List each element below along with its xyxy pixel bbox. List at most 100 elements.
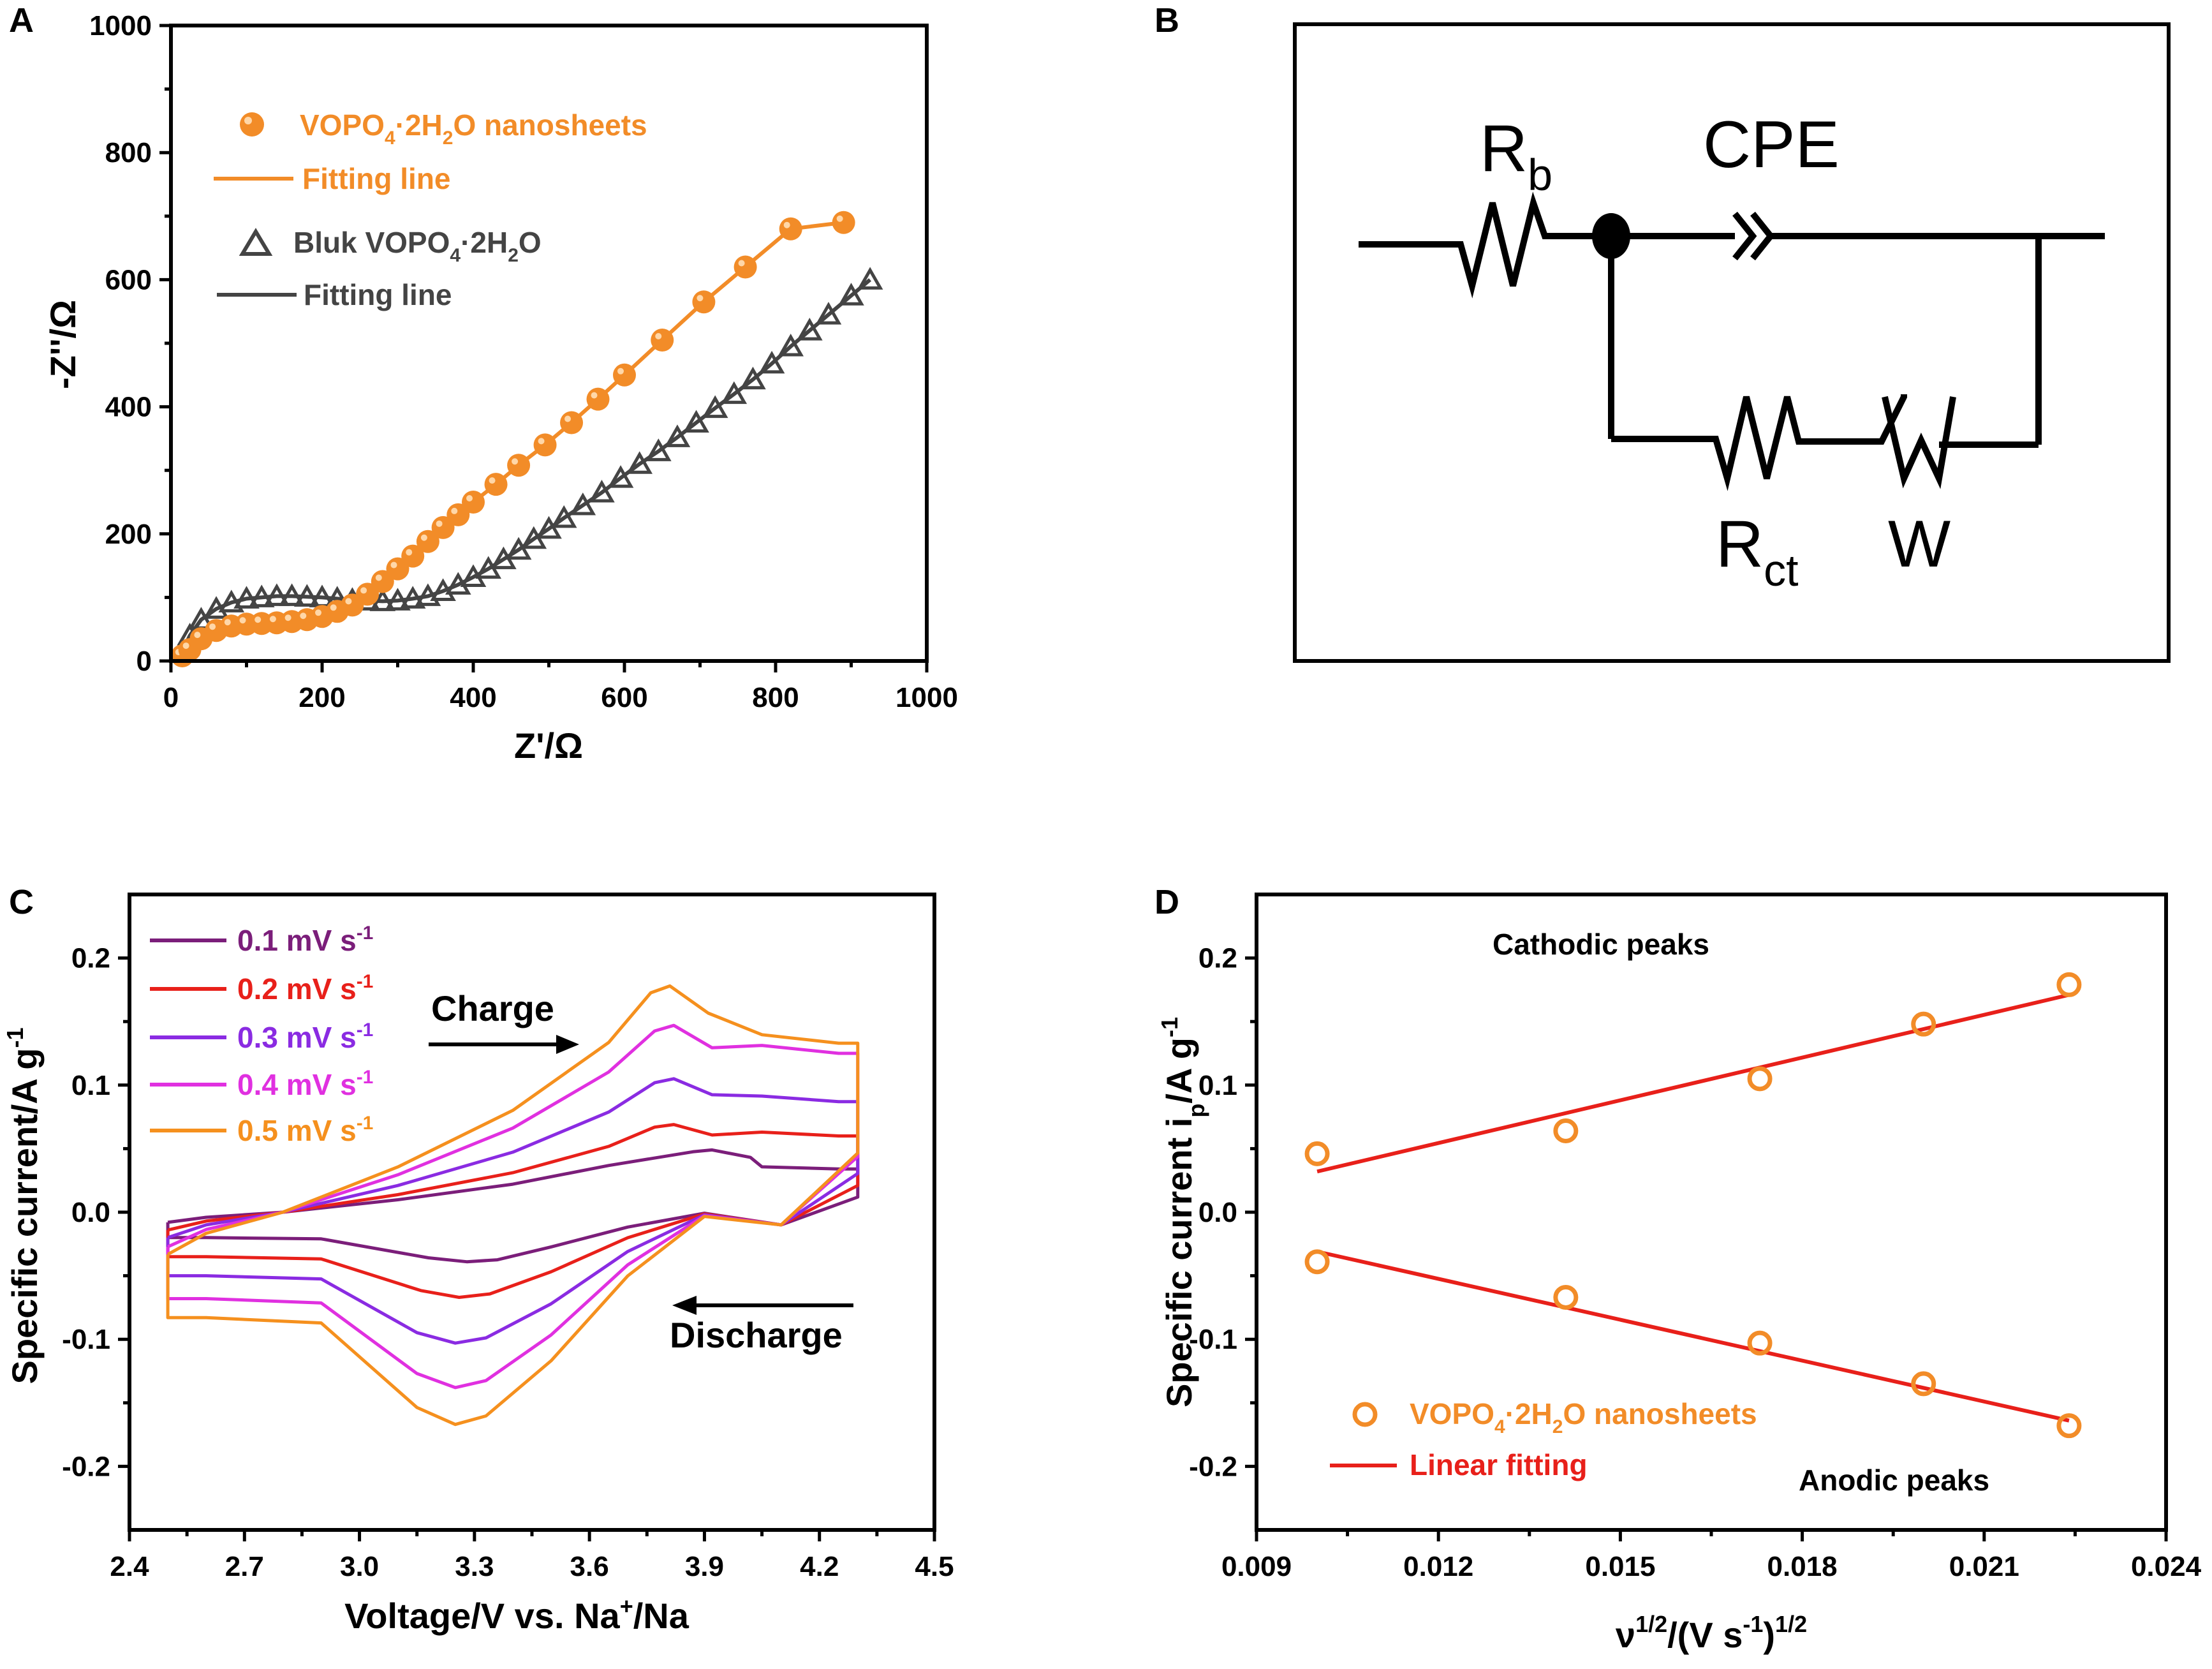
a-bulk-point-26 <box>550 505 577 528</box>
legend-d-fit-label: Linear fitting <box>1410 1448 1588 1481</box>
a-ytick-label-3: 600 <box>105 264 152 295</box>
a-nano-point-24 <box>560 411 584 434</box>
label-rct: Rct <box>1716 507 1799 595</box>
c-xtick-label-2: 3.0 <box>340 1551 379 1582</box>
d-point-0-0 <box>1304 1141 1330 1166</box>
a-series-0-fit-line <box>181 220 844 658</box>
a-nano-point-highlight-26 <box>617 367 624 375</box>
a-bulk-point-16 <box>399 586 426 609</box>
a-bulk-point-34 <box>702 395 728 419</box>
d-point-1-1 <box>1553 1284 1579 1310</box>
a-bulk-point-35 <box>721 381 748 404</box>
a-bulk-point-6 <box>248 584 275 607</box>
c-ytick-label-0: -0.2 <box>62 1451 110 1482</box>
a-nano-point-highlight-28 <box>697 295 704 302</box>
a-nano-point-highlight-17 <box>420 534 427 541</box>
panel-d-legend: VOPO4·2H2O nanosheets Linear fitting <box>1330 1397 1757 1481</box>
a-bulk-point-39 <box>797 318 823 341</box>
legend-nano-label: VOPO4·2H2O nanosheets <box>300 108 647 149</box>
a-ytick-label-2: 400 <box>105 392 152 423</box>
a-bulk-point-40 <box>815 302 842 325</box>
a-nano-point-highlight-21 <box>489 477 496 484</box>
a-nano-point-27 <box>651 329 674 352</box>
annotation-anodic: Anodic peaks <box>1799 1464 1989 1497</box>
legend-d-marker <box>1352 1402 1378 1427</box>
a-nano-point-highlight-12 <box>345 598 352 605</box>
a-bulk-point-37 <box>758 350 785 374</box>
legend-c5-label: 0.5 mV s-1 <box>237 1113 373 1147</box>
circuit-diagram <box>1359 191 2105 491</box>
a-xtick-label-0: 0 <box>163 682 179 713</box>
a-nano-point-highlight-20 <box>466 495 473 501</box>
d-fit-line-0 <box>1316 993 2070 1174</box>
a-bulk-point-38 <box>778 333 804 357</box>
legend-nano-marker <box>240 112 264 137</box>
a-nano-point-highlight-25 <box>591 392 598 399</box>
a-xtick-label-2: 400 <box>450 682 496 713</box>
d-xtick-label-2: 0.015 <box>1585 1551 1655 1582</box>
a-bulk-point-14 <box>369 588 396 611</box>
d-xtick-label-3: 0.018 <box>1767 1551 1838 1582</box>
a-nano-point-highlight-19 <box>451 507 458 514</box>
c-ytick-label-4: 0.2 <box>71 943 110 974</box>
a-bulk-point-30 <box>626 451 653 474</box>
annotation-cathodic: Cathodic peaks <box>1493 928 1709 961</box>
a-nano-point-highlight-30 <box>783 221 790 228</box>
panel-a-letter: A <box>9 1 34 40</box>
c-cv-curve-0 <box>166 1148 860 1264</box>
a-series-1-fit-line <box>181 278 872 653</box>
c-xtick-label-7: 4.5 <box>915 1551 954 1582</box>
legend-c1-label: 0.1 mV s-1 <box>237 923 373 957</box>
legend-bulk-label: Bluk VOPO4·2H2O <box>293 226 542 266</box>
panel-d-plot: 0.009 0.012 0.015 0.018 0.021 0.024 -0.2 -0.1 0.… <box>1189 943 2201 1582</box>
a-bulk-point-31 <box>645 438 672 461</box>
panel-a-ylabel: -Z''/Ω <box>43 300 83 389</box>
legend-fit1-label: Fitting line <box>302 162 451 195</box>
a-bulk-point-41 <box>838 283 864 306</box>
a-bulk-point-9 <box>293 584 320 607</box>
a-nano-point-highlight-2 <box>194 632 201 639</box>
panel-c-plot: 2.4 2.7 3.0 3.3 3.6 3.9 4.2 4.5 -0.2 -0.1 0.0 0.1 0.… <box>62 943 954 1582</box>
a-nano-point-28 <box>692 290 716 314</box>
a-bulk-point-5 <box>233 586 260 609</box>
panel-c: C 2.4 2.7 3.0 3.3 3.6 3.9 4.2 4.5 -0.2 -0.1 0.0 0.1… <box>2 883 954 1636</box>
a-ytick-label-1: 200 <box>105 519 152 550</box>
c-ytick-label-2: 0.0 <box>71 1197 110 1228</box>
a-bulk-point-15 <box>385 588 411 611</box>
panel-c-letter: C <box>9 883 34 921</box>
a-nano-point-highlight-7 <box>269 616 276 623</box>
label-cpe: CPE <box>1703 108 1840 182</box>
c-xtick-label-5: 3.9 <box>685 1551 724 1582</box>
panel-b-frame <box>1293 22 2171 663</box>
d-ytick-label-2: 0.0 <box>1198 1197 1237 1228</box>
d-point-0-1 <box>1553 1118 1579 1144</box>
a-nano-point-highlight-27 <box>655 333 662 340</box>
a-bulk-point-36 <box>740 366 766 390</box>
a-xtick-label-3: 600 <box>601 682 647 713</box>
d-fit-line-1 <box>1316 1249 2070 1423</box>
d-ytick-label-1: -0.1 <box>1189 1324 1237 1355</box>
panel-d-ylabel: Specific current ip/A g-1 <box>1156 1017 1209 1407</box>
a-nano-point-highlight-9 <box>300 612 307 619</box>
d-point-1-2 <box>1747 1330 1773 1356</box>
d-xtick-label-0: 0.009 <box>1221 1551 1292 1582</box>
annotation-charge: Charge <box>431 988 554 1028</box>
panel-d-letter: D <box>1154 883 1179 921</box>
cpe-plate-left <box>1732 211 1757 261</box>
a-nano-point-highlight-5 <box>239 617 246 624</box>
c-xtick-label-4: 3.6 <box>570 1551 609 1582</box>
a-bulk-point-28 <box>589 480 615 503</box>
c-xtick-label-3: 3.3 <box>455 1551 494 1582</box>
panel-c-legend: 0.1 mV s-1 0.2 mV s-1 0.3 mV s-1 0.4 mV … <box>150 923 373 1147</box>
c-xtick-label-0: 2.4 <box>110 1551 149 1582</box>
d-xtick-label-5: 0.024 <box>2131 1551 2202 1582</box>
a-bulk-point-4 <box>218 590 245 612</box>
panel-b: B Rb CPE Rct W <box>1154 1 2171 663</box>
circuit-node <box>1592 213 1630 259</box>
a-bulk-point-8 <box>279 583 305 606</box>
a-ytick-label-4: 800 <box>105 137 152 168</box>
legend-nano-marker-highlight <box>244 117 252 124</box>
a-xtick-label-5: 1000 <box>896 682 958 713</box>
a-bulk-point-25 <box>536 516 562 539</box>
